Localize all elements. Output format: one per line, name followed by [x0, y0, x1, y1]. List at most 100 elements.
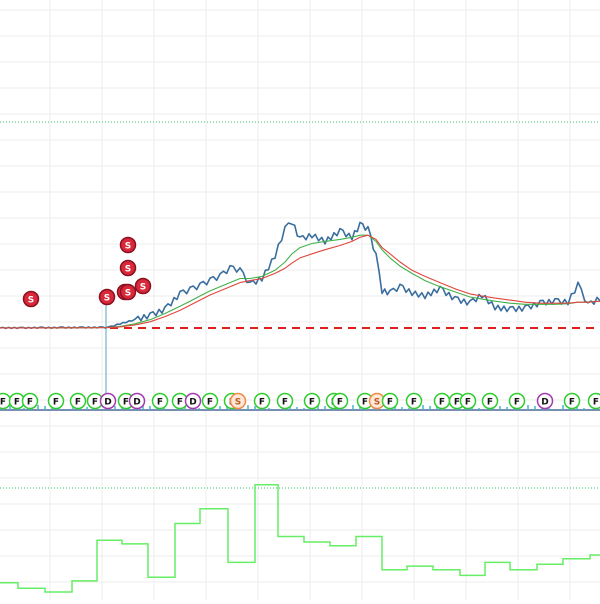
sell-marker[interactable]: S	[121, 238, 136, 253]
f-marker[interactable]: F	[383, 394, 398, 409]
f-marker[interactable]: F	[71, 394, 86, 409]
volume-bar	[9, 406, 11, 410]
volume-bar	[478, 408, 480, 410]
volume-bar	[590, 409, 592, 410]
d-marker-label: D	[541, 398, 548, 408]
f-marker[interactable]: F	[255, 394, 270, 409]
s-marker-label: S	[235, 398, 241, 408]
volume-bar	[555, 409, 557, 410]
f-marker[interactable]: F	[203, 394, 218, 409]
volume-bar	[247, 405, 249, 410]
volume-bar	[37, 405, 39, 410]
f-marker[interactable]: F	[305, 394, 320, 409]
f-marker-label: F	[123, 398, 129, 408]
f-marker[interactable]: F	[407, 394, 422, 409]
f-marker-label: F	[309, 398, 315, 408]
slow-ma-line	[0, 235, 600, 328]
f-marker[interactable]: F	[49, 394, 64, 409]
d-marker-label: D	[189, 398, 196, 408]
sell-marker-label: S	[104, 294, 110, 304]
f-marker-label: F	[14, 398, 20, 408]
volume-bar	[324, 406, 326, 410]
volume-bar	[114, 406, 116, 410]
f-marker[interactable]: F	[278, 394, 293, 409]
f-marker[interactable]: F	[461, 394, 476, 409]
volume-bar	[527, 405, 529, 410]
d-marker[interactable]: D	[101, 394, 116, 409]
volume-bar	[100, 409, 102, 410]
f-marker-label: F	[487, 398, 493, 408]
volume-bar	[450, 409, 452, 410]
f-marker-label: F	[207, 398, 213, 408]
volume-bar	[534, 406, 536, 410]
sell-marker-label: S	[28, 296, 34, 306]
volume-bar	[415, 409, 417, 410]
f-marker-label: F	[0, 398, 6, 408]
f-marker-label: F	[27, 398, 33, 408]
f-marker-label: F	[362, 398, 368, 408]
f-marker-label: F	[514, 398, 520, 408]
volume-bar	[352, 405, 354, 410]
volume-bar	[198, 408, 200, 410]
sell-marker[interactable]: S	[100, 290, 115, 305]
f-marker[interactable]: F	[153, 394, 168, 409]
volume-bar	[170, 409, 172, 410]
d-marker-label: D	[104, 398, 111, 408]
indicator-panel	[0, 485, 600, 592]
f-marker[interactable]: F	[510, 394, 525, 409]
volume-bar	[205, 409, 207, 410]
f-marker[interactable]: F	[435, 394, 450, 409]
volume-bar	[219, 406, 221, 410]
volume-bar	[422, 405, 424, 410]
d-marker[interactable]: D	[538, 394, 553, 409]
f-marker-label: F	[439, 398, 445, 408]
volume-bar	[240, 409, 242, 410]
volume-bar	[380, 409, 382, 410]
s-marker-label: S	[374, 398, 380, 408]
volume-bar	[562, 405, 564, 410]
volume-bar	[506, 407, 508, 410]
trade-markers[interactable]: SSSSSSSFFFFFFDFDFFDFFSFFFFFFSFFFFFFFDFF	[0, 238, 600, 409]
d-marker-label: D	[133, 398, 140, 408]
volume-bar	[429, 406, 431, 410]
d-marker[interactable]: D	[130, 394, 145, 409]
volume-bar	[401, 407, 403, 410]
indicator-step-line	[0, 485, 600, 592]
s-marker[interactable]: S	[231, 394, 246, 409]
volume-bar	[408, 408, 410, 410]
d-marker[interactable]: D	[186, 394, 201, 409]
f-marker-label: F	[259, 398, 265, 408]
f-marker-label: F	[465, 398, 471, 408]
price-line	[0, 222, 600, 328]
f-marker-label: F	[411, 398, 417, 408]
volume-bar	[296, 407, 298, 410]
sell-marker[interactable]: S	[121, 285, 136, 300]
sell-marker-label: S	[140, 283, 146, 293]
guide-lines	[0, 122, 600, 488]
f-marker-label: F	[593, 398, 599, 408]
f-marker[interactable]: F	[589, 394, 600, 409]
f-marker-label: F	[53, 398, 59, 408]
sell-marker[interactable]: S	[136, 279, 151, 294]
sell-marker-label: S	[125, 289, 131, 299]
sell-marker[interactable]: S	[24, 292, 39, 307]
f-marker-label: F	[282, 398, 288, 408]
volume-bar	[275, 409, 277, 410]
f-marker[interactable]: F	[565, 394, 580, 409]
volume-bar	[520, 409, 522, 410]
f-marker-label: F	[92, 398, 98, 408]
volume-bar	[345, 409, 347, 410]
sell-marker[interactable]: S	[121, 261, 136, 276]
f-marker-label: F	[75, 398, 81, 408]
f-marker[interactable]: F	[23, 394, 38, 409]
f-marker[interactable]: F	[333, 394, 348, 409]
sell-marker-label: S	[125, 242, 131, 252]
f-marker-label: F	[387, 398, 393, 408]
f-marker-label: F	[177, 398, 183, 408]
volume-bar	[268, 408, 270, 410]
volume-bar	[583, 408, 585, 410]
volume-bar	[485, 409, 487, 410]
f-marker[interactable]: F	[483, 394, 498, 409]
